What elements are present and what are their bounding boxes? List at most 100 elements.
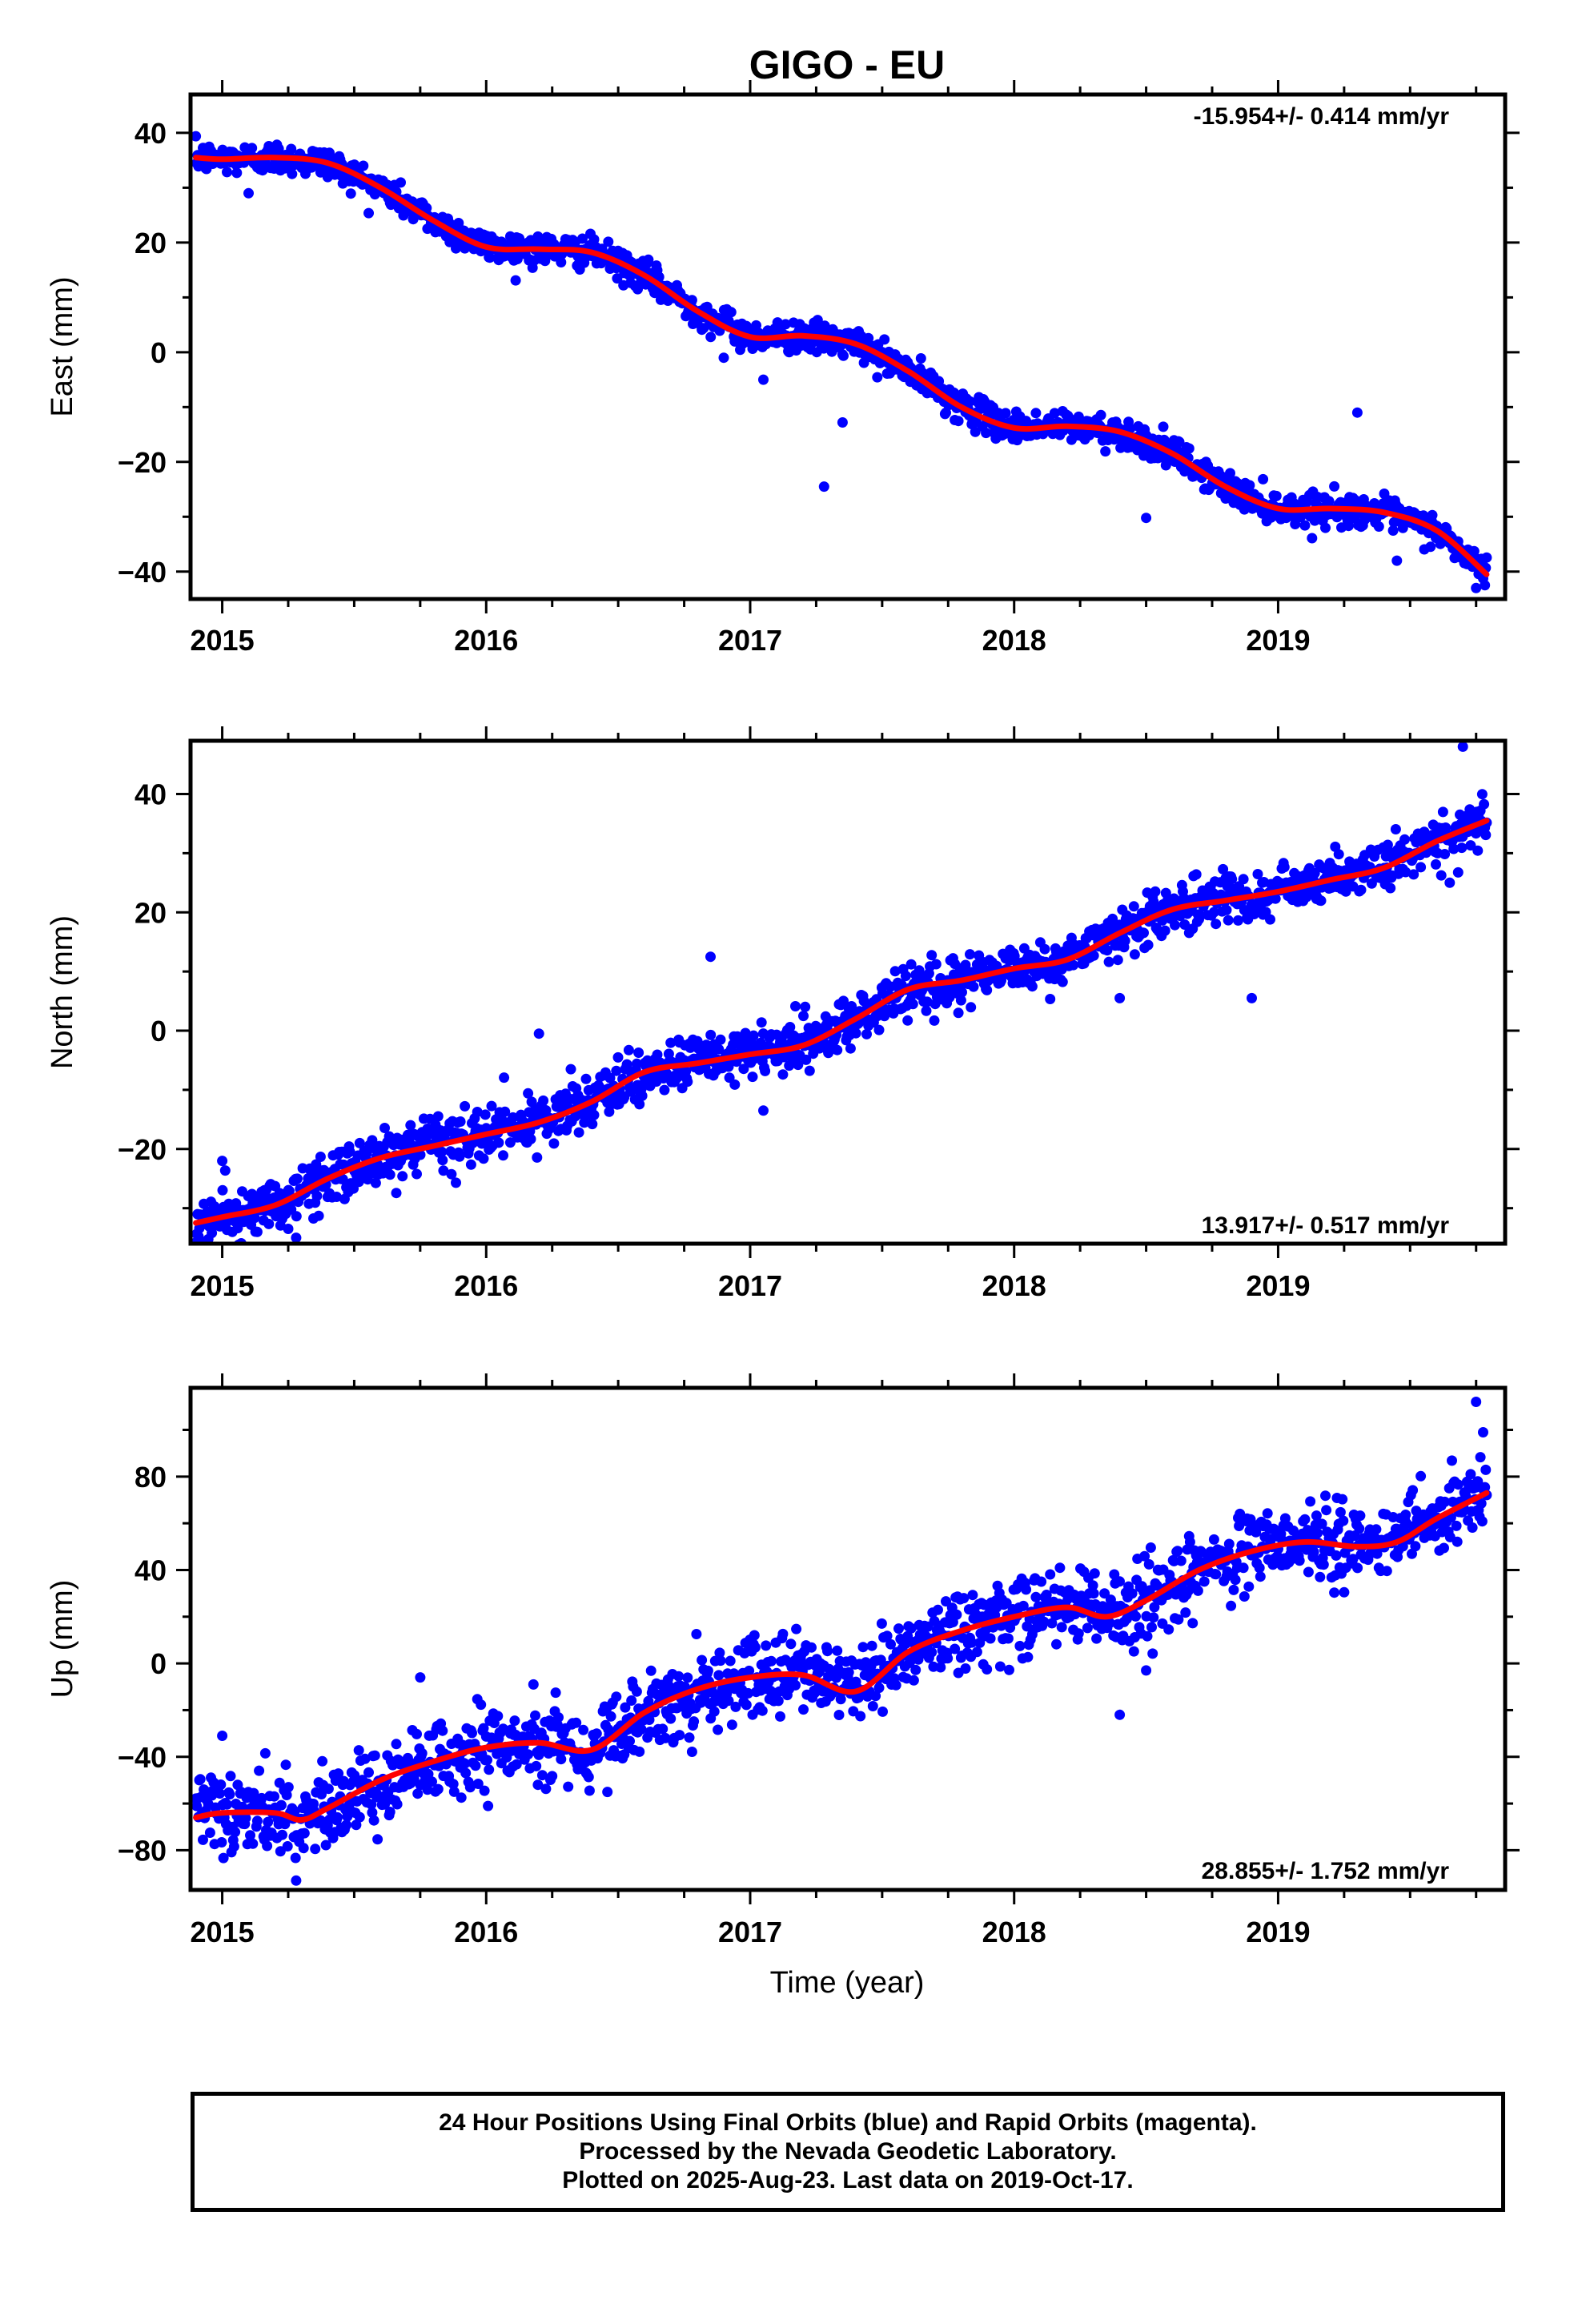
data-point — [478, 1153, 489, 1164]
data-point — [845, 1043, 856, 1054]
data-point — [1142, 1630, 1153, 1642]
data-point — [228, 1841, 239, 1852]
data-point — [1174, 436, 1185, 448]
data-point — [680, 1682, 690, 1692]
data-point — [951, 1609, 962, 1620]
data-point — [1170, 919, 1180, 931]
data-point — [359, 1753, 371, 1764]
data-point — [1109, 1569, 1120, 1580]
data-point — [833, 1710, 845, 1720]
data-point — [902, 1015, 913, 1026]
outlier-point — [1391, 555, 1403, 566]
data-point — [798, 1704, 809, 1715]
data-point — [1147, 1648, 1158, 1659]
data-point — [191, 131, 202, 142]
data-point — [1315, 895, 1327, 907]
data-point — [531, 1760, 542, 1771]
data-point — [1082, 1622, 1093, 1634]
y-tick-label: 0 — [151, 336, 167, 369]
up-panel: 2015 2016 2017 2018 2019 −80 −40 0 40 80 Up (mm) 28… — [46, 1373, 1520, 1948]
data-point — [1038, 1616, 1050, 1627]
data-point — [499, 1072, 510, 1084]
data-point — [570, 1111, 581, 1122]
outlier-point — [705, 951, 716, 963]
data-point — [1089, 1568, 1100, 1579]
x-tick-label: 2016 — [454, 1916, 518, 1948]
data-point — [523, 1749, 534, 1760]
data-point — [929, 1015, 940, 1026]
data-point — [1119, 935, 1130, 947]
data-point — [358, 160, 369, 171]
data-point — [472, 1107, 483, 1117]
data-point — [456, 1792, 467, 1803]
data-point — [863, 332, 874, 344]
data-point — [470, 1760, 481, 1771]
data-point — [1184, 1537, 1195, 1547]
outlier-point — [1247, 992, 1257, 1003]
plot-frame — [188, 92, 1508, 601]
data-point — [480, 1109, 491, 1120]
data-point — [353, 1745, 364, 1756]
data-point — [396, 177, 406, 188]
data-point — [634, 1099, 645, 1110]
data-point — [391, 1799, 403, 1810]
footer-note-box: 24 Hour Positions Using Final Orbits (bl… — [191, 2092, 1505, 2212]
data-point — [493, 1137, 504, 1148]
outlier-point — [415, 1672, 426, 1683]
data-point — [1481, 552, 1492, 563]
data-point — [726, 1719, 737, 1731]
data-point — [286, 143, 297, 155]
data-point — [831, 1672, 842, 1683]
data-point — [1329, 480, 1340, 492]
data-point — [482, 1755, 492, 1766]
data-point — [1355, 1510, 1366, 1522]
data-point — [1339, 1586, 1350, 1598]
data-point — [230, 1827, 241, 1838]
data-point — [966, 1637, 978, 1648]
data-point — [1192, 1585, 1203, 1596]
data-point — [315, 1152, 326, 1162]
data-point — [427, 1776, 437, 1787]
data-point — [1472, 1476, 1484, 1487]
data-point — [1288, 1525, 1299, 1536]
data-point — [1279, 862, 1290, 873]
data-point — [1112, 955, 1123, 966]
data-point — [1151, 1580, 1162, 1591]
data-point — [225, 1771, 236, 1782]
data-point — [344, 1146, 355, 1157]
data-point — [910, 1664, 921, 1675]
data-point — [1337, 1494, 1348, 1505]
data-point — [713, 1043, 725, 1055]
data-point — [966, 1002, 977, 1013]
data-point — [432, 1783, 444, 1795]
data-point — [738, 1063, 749, 1075]
data-point — [363, 207, 374, 219]
outlier-point — [533, 1028, 544, 1039]
data-point — [926, 1647, 938, 1658]
data-point — [416, 1747, 428, 1759]
data-point — [790, 1679, 801, 1691]
data-point — [1465, 840, 1476, 851]
data-point — [935, 1662, 946, 1673]
data-point — [484, 252, 496, 263]
data-point — [790, 1001, 801, 1011]
data-point — [1352, 1562, 1363, 1574]
data-point — [1321, 1505, 1332, 1516]
data-point — [1329, 1587, 1340, 1598]
x-tick-label: 2018 — [982, 1916, 1046, 1948]
data-point — [1068, 959, 1079, 971]
data-point — [1211, 919, 1222, 930]
data-point — [363, 1767, 374, 1778]
data-point — [259, 1747, 271, 1759]
data-point — [1480, 1464, 1492, 1475]
data-point — [1299, 1514, 1311, 1525]
data-point — [351, 1819, 362, 1831]
data-point — [623, 1044, 634, 1055]
data-point — [843, 1667, 854, 1678]
data-point — [644, 1715, 655, 1725]
data-point — [1439, 849, 1451, 859]
data-point — [454, 1151, 465, 1162]
x-tick-label: 2015 — [191, 1916, 255, 1948]
east-panel: 2015 2016 2017 2018 2019 −40 −20 0 20 40 East (mm)… — [46, 80, 1520, 657]
